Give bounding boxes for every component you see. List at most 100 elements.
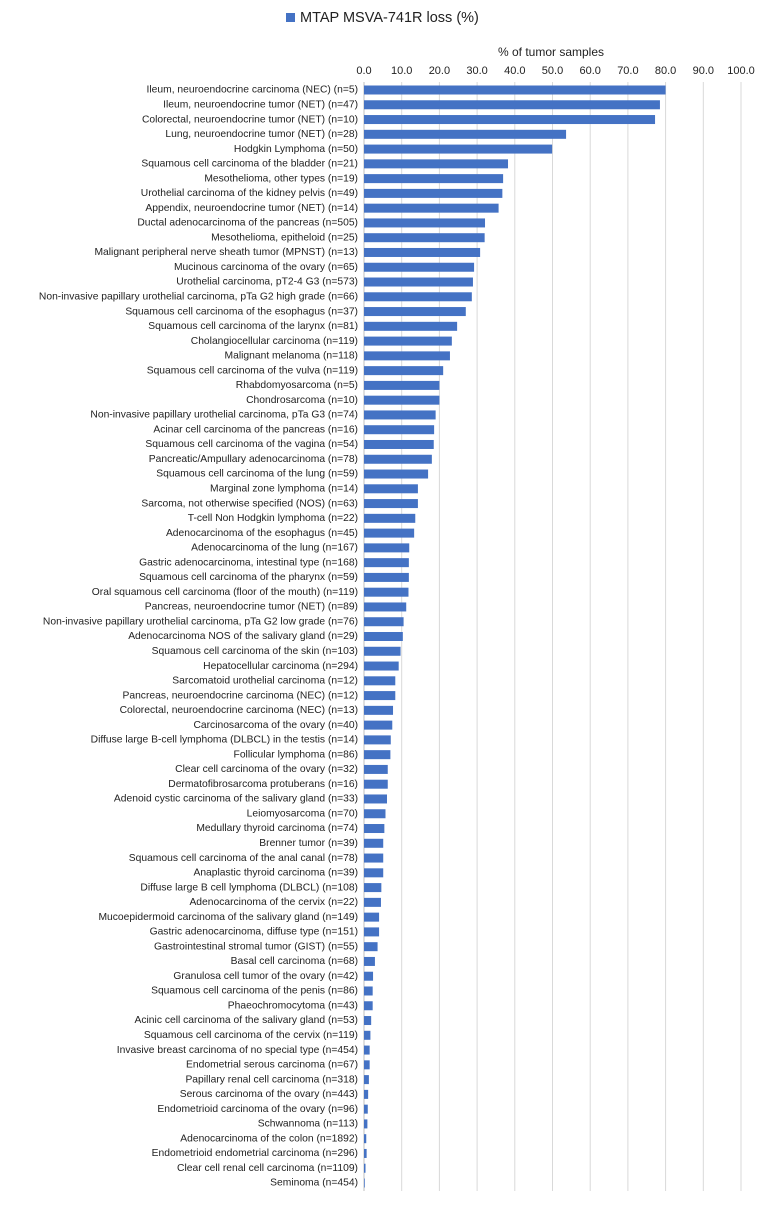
bar [364,454,432,464]
x-tick-label: 100.0 [727,65,755,77]
bar [364,528,415,538]
y-tick-label: Lung, neuroendocrine tumor (NET) (n=28) [165,129,358,140]
bar [364,691,396,701]
y-tick-label: Seminoma (n=454) [270,1178,358,1189]
y-tick-label: Schwannoma (n=113) [258,1119,358,1130]
bar [364,233,485,243]
bar [364,439,434,449]
x-tick-label: 90.0 [693,65,714,77]
y-tick-label: Marginal zone lymphoma (n=14) [210,484,358,495]
y-tick-label: Squamous cell carcinoma of the anal cana… [129,853,358,864]
y-tick-label: Papillary renal cell carcinoma (n=318) [185,1074,358,1085]
x-tick-label: 0.0 [356,65,371,77]
y-tick-label: Hepatocellular carcinoma (n=294) [203,661,358,672]
y-tick-label: Pancreas, neuroendocrine tumor (NET) (n=… [145,602,358,613]
bar [364,1163,366,1173]
x-tick-label: 70.0 [617,65,638,77]
bar [364,1030,371,1040]
y-tick-label: Carcinosarcoma of the ovary (n=40) [193,720,358,731]
x-tick-label: 80.0 [655,65,676,77]
y-tick-label: Diffuse large B cell lymphoma (DLBCL) (n… [140,882,358,893]
y-tick-label: Mesothelioma, other types (n=19) [204,173,358,184]
y-tick-label: Adenocarcinoma of the cervix (n=22) [189,897,358,908]
bar [364,484,418,494]
y-tick-label: Non-invasive papillary urothelial carcin… [90,410,358,421]
bar [364,395,440,405]
y-tick-label: Hodgkin Lymphoma (n=50) [234,144,358,155]
y-tick-label: Squamous cell carcinoma of the larynx (n… [148,321,358,332]
x-tick-label: 20.0 [429,65,450,77]
y-tick-label: Mesothelioma, epitheloid (n=25) [211,232,358,243]
bar [364,203,499,213]
y-tick-label: Malignant melanoma (n=118) [225,351,358,362]
bar [364,883,382,893]
y-tick-label: Pancreatic/Ampullary adenocarcinoma (n=7… [149,454,358,465]
y-tick-label: Ductal adenocarcinoma of the pancreas (n… [137,218,358,229]
bar [364,809,386,819]
bar [364,366,444,376]
y-tick-label: Squamous cell carcinoma of the cervix (n… [144,1030,358,1041]
bar [364,838,384,848]
y-tick-label: Pancreas, neuroendocrine carcinoma (NEC)… [122,690,358,701]
bar [364,942,378,952]
y-tick-label: Mucinous carcinoma of the ovary (n=65) [174,262,358,273]
bar [364,558,409,568]
x-tick-label: 50.0 [542,65,563,77]
bar [364,824,385,834]
bar [364,1001,373,1011]
bar [364,1178,365,1188]
bar [364,543,410,553]
y-tick-label: Colorectal, neuroendocrine carcinoma (NE… [120,705,358,716]
y-tick-label: Squamous cell carcinoma of the vagina (n… [145,439,358,450]
legend-swatch [286,13,295,22]
bar [364,1016,372,1026]
bar [364,410,436,420]
legend-label: MTAP MSVA-741R loss (%) [300,10,479,26]
y-tick-label: Mucoepidermoid carcinoma of the salivary… [98,912,358,923]
y-tick-label: Squamous cell carcinoma of the vulva (n=… [147,365,358,376]
bar [364,720,393,730]
bar [364,587,409,597]
y-tick-label: Rhabdomyosarcoma (n=5) [236,380,358,391]
y-tick-label: Dermatofibrosarcoma protuberans (n=16) [168,779,358,790]
y-tick-label: Acinic cell carcinoma of the salivary gl… [135,1015,359,1026]
y-tick-label: Leiomyosarcoma (n=70) [247,808,358,819]
bar [364,247,481,257]
y-tick-label: Chondrosarcoma (n=10) [246,395,358,406]
x-tick-label: 60.0 [579,65,600,77]
bar [364,1104,368,1114]
bar [364,794,387,804]
bar [364,764,388,774]
bar [364,129,567,139]
y-tick-label: Non-invasive papillary urothelial carcin… [43,616,358,627]
bar [364,912,380,922]
bar [364,646,401,656]
bar [364,971,374,981]
y-tick-label: Diffuse large B-cell lymphoma (DLBCL) in… [91,735,358,746]
bar [364,956,375,966]
y-tick-label: Adenocarcinoma of the esophagus (n=45) [166,528,358,539]
y-tick-label: Clear cell renal cell carcinoma (n=1109) [177,1163,358,1174]
y-tick-label: Colorectal, neuroendocrine tumor (NET) (… [142,114,358,125]
y-tick-label: T-cell Non Hodgkin lymphoma (n=22) [188,513,358,524]
bar [364,336,452,346]
y-tick-label: Squamous cell carcinoma of the pharynx (… [139,572,358,583]
y-tick-label: Endometrioid endometrial carcinoma (n=29… [152,1148,358,1159]
y-tick-label: Urothelial carcinoma, pT2-4 G3 (n=573) [176,277,358,288]
y-tick-label: Phaeochromocytoma (n=43) [228,1000,358,1011]
y-tick-label: Ileum, neuroendocrine carcinoma (NEC) (n… [147,85,358,96]
bar [364,262,475,272]
bar [364,661,399,671]
y-tick-label: Squamous cell carcinoma of the lung (n=5… [156,469,358,480]
y-tick-label: Serous carcinoma of the ovary (n=443) [180,1089,358,1100]
y-tick-label: Basal cell carcinoma (n=68) [231,956,358,967]
y-tick-label: Acinar cell carcinoma of the pancreas (n… [153,424,358,435]
bar [364,572,409,582]
bar [364,927,380,937]
bar [364,100,660,110]
y-tick-label: Squamous cell carcinoma of the esophagus… [125,306,358,317]
y-tick-label: Squamous cell carcinoma of the penis (n=… [151,986,358,997]
x-tick-label: 40.0 [504,65,525,77]
bar [364,1119,368,1129]
